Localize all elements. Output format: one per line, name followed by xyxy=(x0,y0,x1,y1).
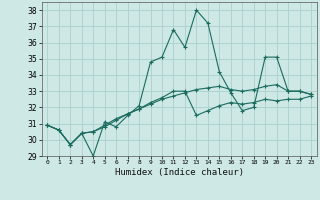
X-axis label: Humidex (Indice chaleur): Humidex (Indice chaleur) xyxy=(115,168,244,177)
